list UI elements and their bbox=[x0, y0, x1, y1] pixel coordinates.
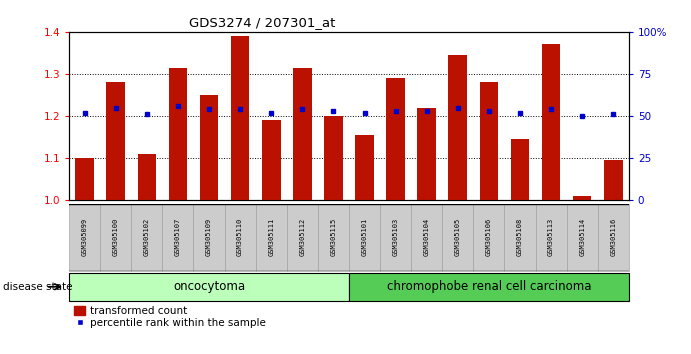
Text: GSM305111: GSM305111 bbox=[268, 218, 274, 256]
Text: GSM305106: GSM305106 bbox=[486, 218, 492, 256]
Bar bbox=[200, 95, 218, 200]
Text: GSM305112: GSM305112 bbox=[299, 218, 305, 256]
Text: GSM305105: GSM305105 bbox=[455, 218, 461, 256]
Bar bbox=[231, 36, 249, 200]
Text: GSM305100: GSM305100 bbox=[113, 218, 119, 256]
Bar bbox=[318, 204, 349, 271]
Legend: transformed count, percentile rank within the sample: transformed count, percentile rank withi… bbox=[75, 306, 266, 328]
Bar bbox=[504, 204, 536, 271]
Bar bbox=[69, 273, 349, 301]
Bar bbox=[287, 204, 318, 271]
Text: GSM305099: GSM305099 bbox=[82, 218, 88, 256]
Bar bbox=[106, 82, 125, 200]
Bar bbox=[417, 108, 436, 200]
Bar bbox=[386, 78, 405, 200]
Bar bbox=[169, 68, 187, 200]
Bar bbox=[473, 204, 504, 271]
Bar bbox=[75, 158, 94, 200]
Bar bbox=[131, 204, 162, 271]
Text: GSM305109: GSM305109 bbox=[206, 218, 212, 256]
Bar bbox=[256, 204, 287, 271]
Bar bbox=[411, 204, 442, 271]
Text: disease state: disease state bbox=[3, 282, 73, 292]
Bar bbox=[480, 82, 498, 200]
Bar bbox=[573, 196, 591, 200]
Text: GSM305102: GSM305102 bbox=[144, 218, 150, 256]
Text: GSM305116: GSM305116 bbox=[610, 218, 616, 256]
Bar bbox=[193, 204, 225, 271]
Text: GSM305104: GSM305104 bbox=[424, 218, 430, 256]
Bar bbox=[349, 204, 380, 271]
Bar bbox=[442, 204, 473, 271]
Text: GSM305110: GSM305110 bbox=[237, 218, 243, 256]
Bar bbox=[69, 204, 100, 271]
Bar bbox=[225, 204, 256, 271]
Text: GSM305107: GSM305107 bbox=[175, 218, 181, 256]
Text: oncocytoma: oncocytoma bbox=[173, 280, 245, 293]
Bar bbox=[138, 154, 156, 200]
Bar bbox=[567, 204, 598, 271]
Bar bbox=[293, 68, 312, 200]
Bar bbox=[542, 45, 560, 200]
Text: GSM305108: GSM305108 bbox=[517, 218, 523, 256]
Bar bbox=[536, 204, 567, 271]
Bar bbox=[604, 160, 623, 200]
Bar bbox=[162, 204, 193, 271]
Text: GDS3274 / 207301_at: GDS3274 / 207301_at bbox=[189, 16, 336, 29]
Text: GSM305114: GSM305114 bbox=[579, 218, 585, 256]
Text: GSM305103: GSM305103 bbox=[392, 218, 399, 256]
Bar bbox=[324, 116, 343, 200]
Bar bbox=[598, 204, 629, 271]
Bar bbox=[448, 55, 467, 200]
Bar bbox=[511, 139, 529, 200]
Text: GSM305113: GSM305113 bbox=[548, 218, 554, 256]
Bar bbox=[349, 273, 629, 301]
Text: GSM305101: GSM305101 bbox=[361, 218, 368, 256]
Bar bbox=[380, 204, 411, 271]
Bar bbox=[355, 135, 374, 200]
Bar bbox=[100, 204, 131, 271]
Text: GSM305115: GSM305115 bbox=[330, 218, 337, 256]
Text: chromophobe renal cell carcinoma: chromophobe renal cell carcinoma bbox=[387, 280, 591, 293]
Bar bbox=[262, 120, 281, 200]
